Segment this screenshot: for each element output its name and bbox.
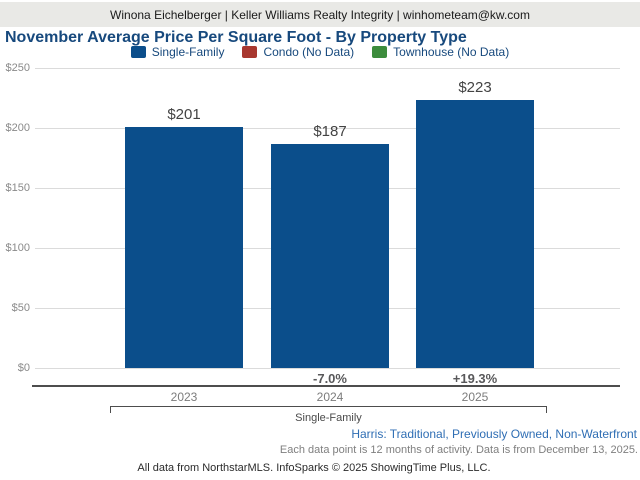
gridline (35, 67, 620, 69)
agent-contact-line: Winona Eichelberger | Keller Williams Re… (110, 7, 530, 22)
bar-value-label-2023: $201 (167, 105, 201, 123)
bar-2023[interactable] (125, 126, 243, 368)
x-axis-year-label-2025: 2025 (461, 390, 489, 404)
x-axis-line (32, 385, 620, 387)
x-axis-year-label-2024: 2024 (316, 390, 344, 404)
property-type-group-label: Single-Family (295, 412, 362, 424)
legend-item-condo[interactable]: Condo (No Data) (242, 45, 354, 59)
legend-label-single-family: Single-Family (151, 45, 225, 59)
y-axis-tick-label: $100 (5, 242, 30, 254)
chart-title: November Average Price Per Square Foot -… (5, 29, 467, 46)
gridline (35, 127, 620, 129)
bar-value-label-2025: $223 (458, 79, 492, 97)
data-note-text: Each data point is 12 months of activity… (279, 444, 638, 456)
bar-2024[interactable] (271, 143, 389, 368)
y-axis-tick-label: $150 (5, 182, 30, 194)
legend-swatch-condo-icon (242, 46, 258, 58)
attribution-text: All data from NorthstarMLS. InfoSparks ©… (137, 462, 491, 474)
legend-swatch-townhouse-icon (372, 46, 388, 58)
legend-label-condo: Condo (No Data) (263, 45, 355, 59)
chart-legend: Single-Family Condo (No Data) Townhouse … (20, 45, 620, 59)
y-axis-tick-label: $250 (5, 62, 30, 74)
pct-change-label-2024: -7.0% (313, 371, 347, 386)
legend-item-townhouse[interactable]: Townhouse (No Data) (372, 45, 509, 59)
pct-change-label-2025: +19.3% (452, 371, 498, 386)
y-axis-tick-label: $0 (17, 362, 30, 374)
filter-summary-text: Harris: Traditional, Previously Owned, N… (351, 427, 637, 441)
legend-swatch-single-family-icon (130, 46, 146, 58)
bar-value-label-2024: $187 (313, 122, 347, 140)
x-axis-year-label-2023: 2023 (170, 390, 198, 404)
legend-label-townhouse: Townhouse (No Data) (393, 45, 510, 59)
bar-2025[interactable] (416, 100, 534, 368)
y-axis-tick-label: $50 (11, 302, 30, 314)
header-bar: Winona Eichelberger | Keller Williams Re… (0, 2, 640, 27)
property-type-bracket (110, 406, 547, 413)
y-axis-tick-label: $200 (5, 122, 30, 134)
legend-item-single-family[interactable]: Single-Family (130, 45, 225, 59)
gridline (35, 367, 620, 369)
